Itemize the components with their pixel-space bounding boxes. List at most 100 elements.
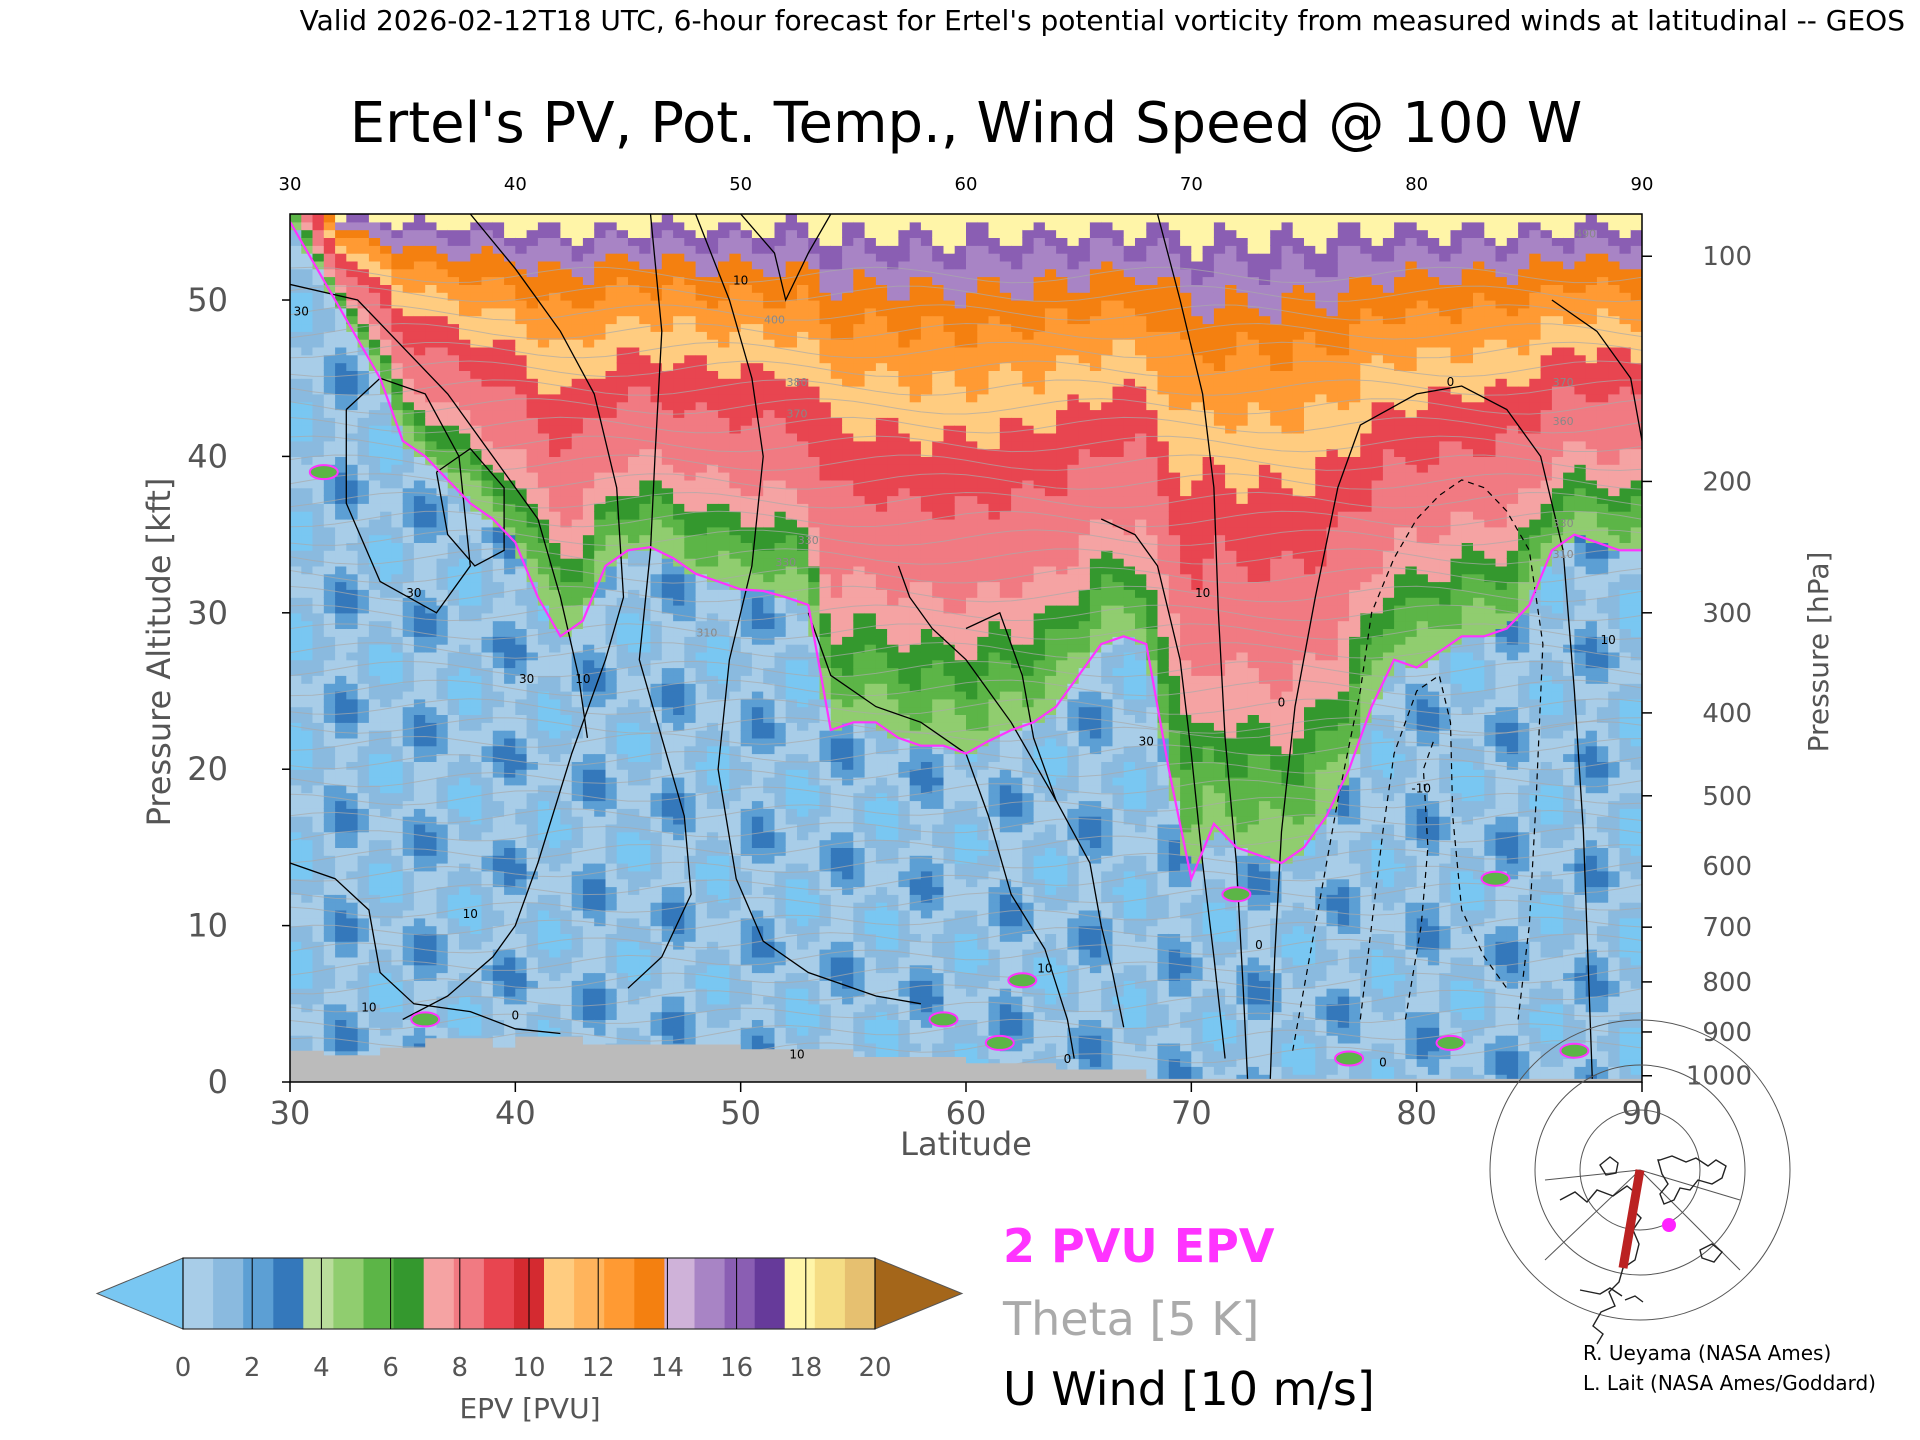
wind-label: 30 (406, 586, 421, 600)
colorbar-segment (483, 1258, 515, 1329)
pressure-tick-label: 300 (1702, 599, 1752, 629)
pv-blob (1435, 1034, 1466, 1051)
wind-label: 0 (1278, 696, 1286, 710)
theta-line (290, 844, 1642, 882)
wind-label: 0 (1255, 938, 1263, 952)
u-wind-line (1156, 214, 1249, 1082)
top-tick-label: 80 (1405, 174, 1428, 195)
theta-line (290, 861, 1642, 900)
y-tick-label: 20 (187, 750, 228, 788)
theta-line (290, 776, 1642, 806)
u-wind-line (290, 862, 561, 1035)
colorbar-segment (183, 1258, 214, 1329)
wind-label: 10 (1195, 586, 1210, 600)
wind-label: 30 (1139, 735, 1154, 749)
x-tick-label: 70 (1171, 1094, 1212, 1132)
colorbar-segment (814, 1258, 846, 1329)
colorbar-segment (393, 1258, 425, 1329)
pressure-tick-label: 100 (1702, 242, 1752, 272)
colorbar-segment (784, 1258, 816, 1329)
wind-label: 0 (1447, 375, 1455, 389)
legend-theta: Theta [5 K] (1002, 1292, 1259, 1346)
theta-label: 370 (787, 407, 808, 420)
wind-label: 10 (733, 273, 748, 287)
y2-axis-title: Pressure [hPa] (1802, 552, 1835, 753)
theta-line (290, 623, 1642, 640)
theta-line (290, 717, 1642, 734)
pv-blob (928, 1011, 959, 1028)
colorbar-segment (724, 1258, 756, 1329)
wind-label: 10 (1037, 962, 1052, 976)
theta-line (290, 416, 1642, 434)
wind-label: 0 (1379, 1055, 1387, 1069)
pressure-tick-label: 200 (1702, 467, 1752, 497)
map-coastlines (1559, 1155, 1727, 1345)
pressure-tick-label: 600 (1702, 852, 1752, 882)
top-tick-label: 30 (279, 174, 302, 195)
wind-label: 30 (519, 672, 534, 686)
colorbar-segment (694, 1258, 726, 1329)
theta-line (290, 916, 1642, 954)
colorbar-segment (574, 1258, 605, 1329)
theta-line (290, 435, 1642, 453)
wind-label: -10 (1411, 782, 1431, 796)
y-tick-label: 10 (187, 907, 228, 945)
x-tick-label: 80 (1396, 1094, 1437, 1132)
u-wind-line (1551, 299, 1642, 441)
theta-line (290, 738, 1642, 770)
colorbar-segment (273, 1258, 304, 1329)
theta-line (290, 510, 1642, 528)
u-wind-line (1269, 385, 1594, 1082)
theta-line (290, 698, 1642, 716)
colorbar-tick-label: 4 (313, 1353, 330, 1383)
y-tick-label: 40 (187, 437, 228, 475)
colorbar-segment (213, 1258, 244, 1329)
u-wind-contours (290, 214, 1642, 1082)
theta-line (290, 660, 1642, 678)
y-tick-label: 30 (187, 594, 228, 632)
theta-line (290, 1006, 1642, 1048)
colorbar-tick-label: 12 (582, 1353, 615, 1383)
u-wind-line (807, 612, 1075, 1059)
y-tick-label: 50 (187, 281, 228, 319)
wind-label: 10 (463, 907, 478, 921)
credit-line-1: R. Ueyama (NASA Ames) (1583, 1341, 1831, 1365)
pressure-tick-label: 700 (1702, 913, 1752, 943)
u-wind-line (435, 447, 505, 567)
theta-line (290, 285, 1642, 303)
colorbar-segment (333, 1258, 364, 1329)
forecast-caption: Valid 2026-02-12T18 UTC, 6-hour forecast… (300, 4, 1905, 37)
colorbar-low-extension (95, 1257, 184, 1330)
colorbar-segment (844, 1258, 876, 1329)
tropopause-line (290, 221, 1642, 883)
theta-line (290, 720, 1642, 751)
theta-label: 380 (787, 376, 808, 389)
theta-line (290, 882, 1642, 918)
theta-line (290, 933, 1642, 976)
colorbar-tick-label: 20 (858, 1353, 891, 1383)
u-wind-line (694, 214, 922, 1005)
colorbar-segment (423, 1258, 455, 1329)
pv-blob (1221, 886, 1252, 903)
top-tick-label: 50 (729, 174, 752, 195)
theta-line (290, 604, 1642, 622)
top-tick-label: 60 (955, 174, 978, 195)
top-tick-label: 40 (504, 174, 527, 195)
theta-label: 370 (1553, 376, 1574, 389)
terrain-mask (290, 1036, 1642, 1082)
colorbar-tick-label: 0 (175, 1353, 192, 1383)
colorbar-segment (544, 1258, 575, 1329)
colorbar-tick-label: 2 (244, 1353, 261, 1383)
pressure-tick-label: 1000 (1686, 1062, 1752, 1092)
u-wind-line (345, 377, 471, 614)
colorbar-high-extension (874, 1257, 964, 1330)
theta-line (290, 792, 1642, 824)
legend: 2 PVU EPV Theta [5 K] U Wind [10 m/s] (1002, 1219, 1375, 1416)
pv-blob (1559, 1042, 1590, 1059)
x-tick-label: 50 (720, 1094, 761, 1132)
theta-line (290, 360, 1642, 378)
colorbar: 0 2 4 6 8 10 12 14 16 18 20 (95, 1257, 964, 1383)
wind-label: 0 (1064, 1052, 1072, 1066)
